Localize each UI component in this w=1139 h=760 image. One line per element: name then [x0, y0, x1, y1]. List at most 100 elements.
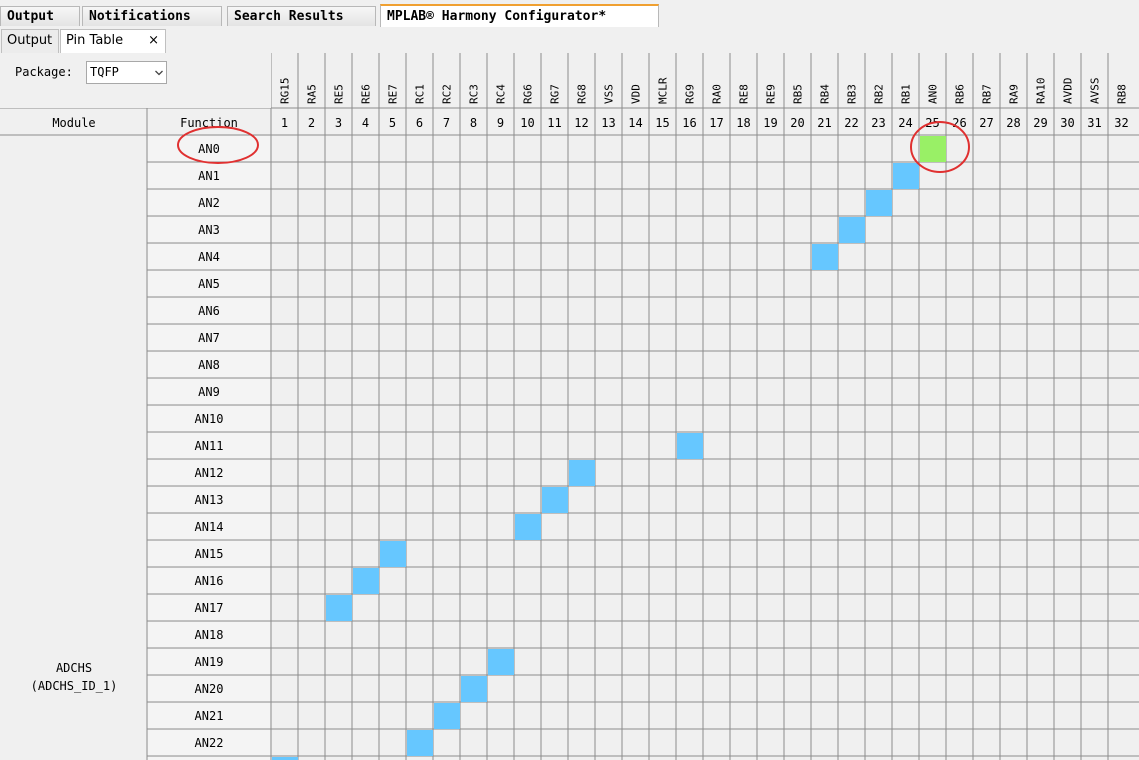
pin-cell-available[interactable] [326, 595, 352, 621]
function-cell [148, 271, 270, 297]
pin-name-header: RE8 [738, 84, 751, 104]
pin-cell-available[interactable] [434, 703, 460, 729]
function-cell [148, 487, 270, 513]
package-select[interactable]: TQFP [86, 61, 167, 84]
pin-name-header: RB3 [846, 84, 859, 104]
module-name: ADCHS [56, 661, 92, 675]
function-name: AN15 [195, 547, 224, 561]
pin-name-header: RA5 [306, 84, 319, 104]
pin-name-header: RE5 [333, 84, 346, 104]
function-name: AN16 [195, 574, 224, 588]
pin-cell-available[interactable] [569, 460, 595, 486]
function-cell [148, 568, 270, 594]
pin-name-header: AN0 [927, 84, 940, 104]
function-name: AN5 [198, 277, 220, 291]
function-name: AN8 [198, 358, 220, 372]
function-cell [148, 757, 270, 760]
function-cell [148, 730, 270, 756]
sub-tab-output[interactable]: Output [1, 29, 59, 53]
function-name: AN4 [198, 250, 220, 264]
function-cell [148, 244, 270, 270]
pin-name-header: RB1 [900, 84, 913, 104]
tab-notifications-label: Notifications [89, 9, 191, 24]
function-name: AN21 [195, 709, 224, 723]
pin-number-header: 21 [817, 116, 831, 130]
pin-name-header: RG15 [279, 78, 292, 105]
function-name: AN1 [198, 169, 220, 183]
pin-cell-available[interactable] [380, 541, 406, 567]
pin-number-header: 1 [281, 116, 288, 130]
pin-name-header: RB5 [792, 84, 805, 104]
pin-name-header: RB4 [819, 84, 832, 104]
pin-name-header: RG6 [522, 84, 535, 104]
pin-number-header: 11 [547, 116, 561, 130]
function-cell [148, 298, 270, 324]
pin-number-header: 10 [520, 116, 534, 130]
pin-number-header: 6 [416, 116, 423, 130]
sub-tab-pin-table[interactable]: Pin Table × [60, 29, 166, 53]
function-cell [148, 352, 270, 378]
pin-name-header: RB7 [981, 84, 994, 104]
function-cell [148, 595, 270, 621]
function-name: AN17 [195, 601, 224, 615]
function-name: AN18 [195, 628, 224, 642]
pin-name-header: VSS [603, 84, 616, 104]
function-name: AN2 [198, 196, 220, 210]
pin-name-header: MCLR [657, 77, 670, 104]
pin-number-header: 24 [898, 116, 912, 130]
pin-name-header: RC3 [468, 84, 481, 104]
pin-cell-available[interactable] [866, 190, 892, 216]
module-column-header: Module [52, 116, 95, 130]
pin-cell-available[interactable] [407, 730, 433, 756]
pin-number-header: 12 [574, 116, 588, 130]
pin-number-header: 8 [470, 116, 477, 130]
pin-cell-available[interactable] [893, 163, 919, 189]
pin-cell-assigned[interactable] [920, 136, 946, 162]
pin-name-header: RG7 [549, 84, 562, 104]
pin-number-header: 23 [871, 116, 885, 130]
pin-cell-available[interactable] [353, 568, 379, 594]
module-id: (ADCHS_ID_1) [31, 679, 118, 693]
function-cell [148, 433, 270, 459]
pin-number-header: 18 [736, 116, 750, 130]
pin-name-header: RE7 [387, 84, 400, 104]
pin-number-header: 22 [844, 116, 858, 130]
close-icon[interactable]: × [148, 33, 159, 48]
function-name: AN0 [198, 142, 220, 156]
pin-number-header: 30 [1060, 116, 1074, 130]
pin-number-header: 31 [1087, 116, 1101, 130]
pin-name-header: RG8 [576, 84, 589, 104]
function-cell [148, 406, 270, 432]
function-cell [148, 514, 270, 540]
tab-notifications[interactable]: Notifications [82, 6, 222, 26]
pin-cell-available[interactable] [461, 676, 487, 702]
editor-tab-bar: Output Notifications Search Results MPLA… [0, 0, 1139, 28]
pin-number-header: 4 [362, 116, 369, 130]
tab-search-results[interactable]: Search Results [227, 6, 376, 26]
pin-name-header: RG9 [684, 84, 697, 104]
function-cell [148, 703, 270, 729]
pin-name-header: RB8 [1116, 84, 1129, 104]
pin-cell-available[interactable] [515, 514, 541, 540]
tab-output[interactable]: Output [0, 6, 80, 26]
pin-cell-available[interactable] [488, 649, 514, 675]
tab-search-results-label: Search Results [234, 9, 344, 24]
pin-cell-available[interactable] [542, 487, 568, 513]
tab-mplab-harmony-configurator[interactable]: MPLAB® Harmony Configurator* [380, 4, 659, 27]
function-name: AN19 [195, 655, 224, 669]
pin-name-header: RE9 [765, 84, 778, 104]
function-cell [148, 190, 270, 216]
pin-cell-available[interactable] [812, 244, 838, 270]
sub-tab-output-label: Output [7, 33, 53, 48]
function-name: AN20 [195, 682, 224, 696]
function-name: AN7 [198, 331, 220, 345]
pin-number-header: 32 [1114, 116, 1128, 130]
pin-cell-available[interactable] [677, 433, 703, 459]
pin-name-header: RB6 [954, 84, 967, 104]
pin-cell-available[interactable] [272, 757, 298, 760]
function-name: AN13 [195, 493, 224, 507]
pin-cell-available[interactable] [839, 217, 865, 243]
pin-number-header: 20 [790, 116, 804, 130]
function-cell [148, 622, 270, 648]
chevron-down-icon [155, 70, 163, 76]
